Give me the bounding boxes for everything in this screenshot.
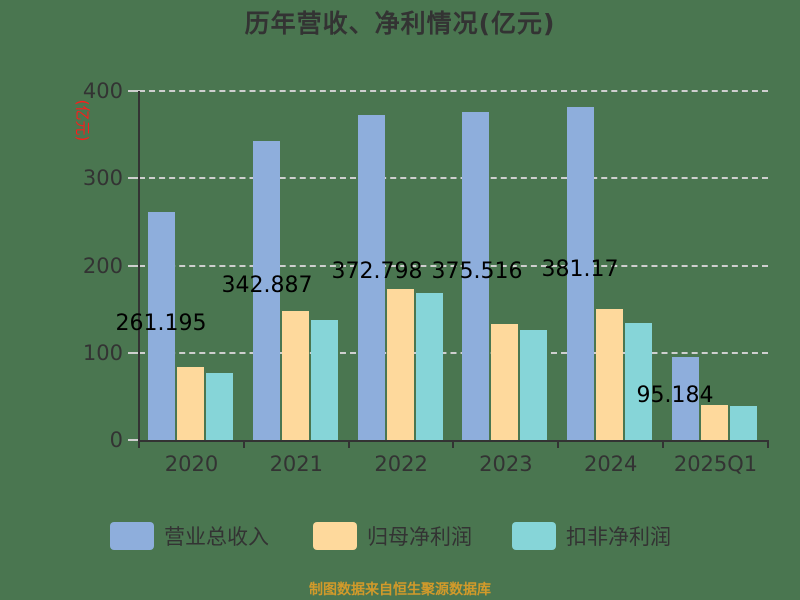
bar-deducted-profit-2025Q1[interactable]	[730, 405, 757, 440]
legend: 营业总收入 归母净利润 扣非净利润	[0, 520, 800, 552]
bar-net-profit-2022[interactable]	[386, 289, 414, 440]
x-label-2022: 2022	[374, 452, 428, 476]
bar-revenue-2023[interactable]	[462, 112, 490, 440]
gridline-400	[139, 90, 768, 92]
legend-label-deducted-profit: 扣非净利润	[566, 525, 671, 549]
x-tick-2023	[452, 440, 455, 448]
x-tick-end	[766, 440, 769, 448]
legend-label-net-profit: 归母净利润	[367, 525, 472, 549]
x-label-2021: 2021	[269, 452, 324, 476]
bar-deducted-profit-2024[interactable]	[625, 323, 653, 440]
x-label-2020: 2020	[164, 452, 219, 476]
bar-deducted-profit-2023[interactable]	[520, 330, 548, 440]
x-label-2025Q1: 2025Q1	[673, 452, 758, 476]
bar-revenue-2021[interactable]	[252, 140, 280, 440]
x-label-2023: 2023	[479, 452, 533, 476]
y-tick-label-0: 0	[109, 428, 123, 452]
x-tick-2021	[242, 440, 245, 448]
x-tick-2024	[557, 440, 560, 448]
y-tick-label-400: 400	[82, 79, 123, 103]
x-label-2024: 2024	[583, 452, 638, 476]
gridline-300	[139, 177, 768, 180]
legend-item-net-profit[interactable]: 归母净利润	[313, 520, 472, 552]
bar-revenue-2024[interactable]	[567, 107, 595, 440]
legend-label-revenue: 营业总收入	[164, 525, 269, 549]
y-tick-label-300: 300	[82, 166, 123, 191]
chart-title: 历年营收、净利情况(亿元)	[244, 9, 556, 38]
y-tick-300	[128, 177, 139, 180]
bar-revenue-2025Q1[interactable]	[672, 356, 699, 440]
y-tick-400	[128, 90, 139, 92]
y-tick-label-200: 200	[82, 253, 123, 278]
y-tick-0	[128, 439, 139, 441]
bar-deducted-profit-2020[interactable]	[206, 372, 233, 440]
data-label-2020: 261.195	[115, 311, 207, 336]
bar-deducted-profit-2021[interactable]	[310, 320, 338, 440]
bar-deducted-profit-2022[interactable]	[415, 292, 443, 440]
y-tick-100	[128, 351, 139, 354]
y-axis-line	[138, 91, 140, 441]
data-label-2024: 381.17	[541, 257, 619, 282]
bar-net-profit-2025Q1[interactable]	[701, 405, 728, 440]
y-tick-label-100: 100	[82, 340, 123, 365]
x-tick-2025Q1	[662, 440, 664, 448]
data-label-2022: 372.798	[331, 259, 423, 284]
x-tick-2020	[138, 440, 140, 448]
bar-net-profit-2023[interactable]	[491, 323, 519, 440]
gridline-100	[139, 351, 768, 354]
data-label-2021: 342.887	[221, 273, 313, 298]
bar-net-profit-2021[interactable]	[281, 310, 309, 440]
bar-revenue-2020[interactable]	[148, 212, 175, 440]
y-tick-200	[128, 264, 139, 267]
legend-swatch-revenue	[110, 522, 154, 550]
data-label-2023: 375.516	[431, 259, 523, 284]
gridline-200	[139, 264, 768, 267]
legend-swatch-net-profit	[313, 522, 357, 550]
data-label-2025Q1: 95.184	[636, 383, 714, 408]
legend-item-deducted-profit[interactable]: 扣非净利润	[512, 520, 671, 552]
data-source-footer: 制图数据来自恒生聚源数据库	[309, 582, 491, 598]
x-tick-2022	[347, 440, 350, 448]
bar-net-profit-2020[interactable]	[177, 366, 204, 440]
legend-item-revenue[interactable]: 营业总收入	[110, 520, 269, 552]
legend-swatch-deducted-profit	[512, 522, 556, 550]
bar-revenue-2022[interactable]	[357, 114, 385, 440]
bar-net-profit-2024[interactable]	[596, 309, 624, 440]
